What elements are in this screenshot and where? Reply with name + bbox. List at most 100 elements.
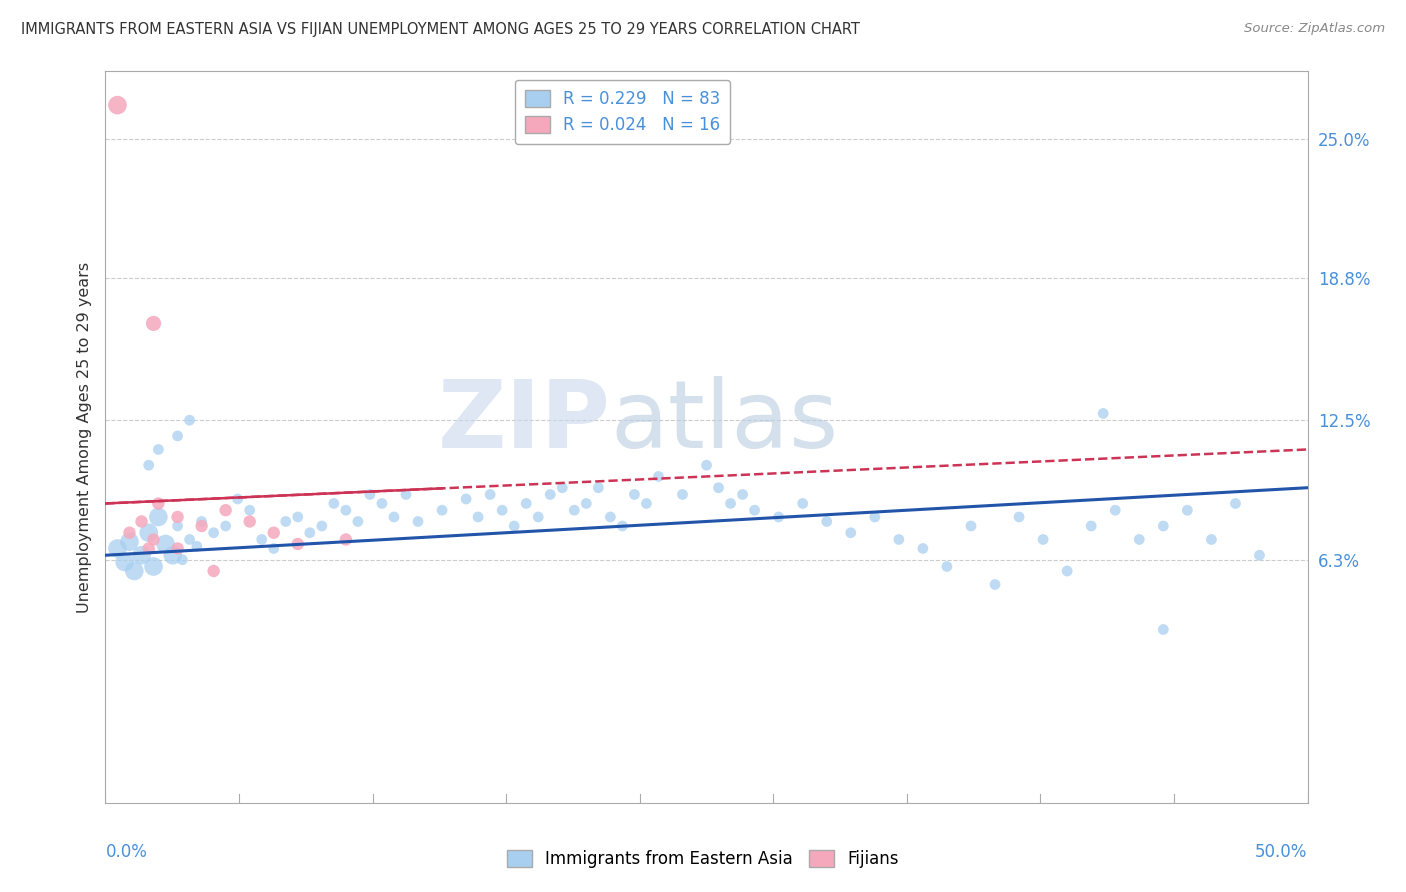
Point — [186, 539, 208, 553]
Point — [467, 510, 489, 524]
Point — [1080, 519, 1102, 533]
Point — [166, 510, 188, 524]
Point — [936, 559, 959, 574]
Point — [107, 541, 129, 556]
Point — [298, 525, 321, 540]
Point — [107, 98, 129, 112]
Point — [287, 537, 309, 551]
Point — [696, 458, 718, 473]
Point — [707, 481, 730, 495]
Point — [647, 469, 669, 483]
Point — [1177, 503, 1199, 517]
Point — [1008, 510, 1031, 524]
Point — [720, 496, 742, 510]
Point — [538, 487, 561, 501]
Point — [274, 515, 297, 529]
Point — [287, 510, 309, 524]
Point — [456, 491, 478, 506]
Text: 50.0%: 50.0% — [1256, 843, 1308, 861]
Point — [1104, 503, 1126, 517]
Point — [382, 510, 405, 524]
Point — [239, 515, 262, 529]
Point — [515, 496, 537, 510]
Point — [131, 515, 153, 529]
Point — [984, 577, 1007, 591]
Text: ZIP: ZIP — [437, 376, 610, 468]
Point — [162, 548, 184, 562]
Point — [612, 519, 634, 533]
Point — [166, 519, 188, 533]
Point — [138, 525, 160, 540]
Point — [142, 559, 165, 574]
Point — [202, 564, 225, 578]
Point — [263, 525, 285, 540]
Point — [792, 496, 814, 510]
Point — [887, 533, 910, 547]
Point — [1092, 407, 1115, 421]
Point — [768, 510, 790, 524]
Point — [503, 519, 526, 533]
Point — [142, 533, 165, 547]
Point — [863, 510, 886, 524]
Point — [562, 503, 585, 517]
Point — [430, 503, 453, 517]
Point — [155, 537, 177, 551]
Point — [551, 481, 574, 495]
Point — [148, 510, 170, 524]
Point — [527, 510, 550, 524]
Point — [148, 496, 170, 510]
Legend: R = 0.229   N = 83, R = 0.024   N = 16: R = 0.229 N = 83, R = 0.024 N = 16 — [515, 79, 730, 145]
Point — [1249, 548, 1271, 562]
Point — [744, 503, 766, 517]
Point — [1201, 533, 1223, 547]
Point — [479, 487, 502, 501]
Point — [623, 487, 645, 501]
Y-axis label: Unemployment Among Ages 25 to 29 years: Unemployment Among Ages 25 to 29 years — [76, 261, 91, 613]
Point — [371, 496, 394, 510]
Text: IMMIGRANTS FROM EASTERN ASIA VS FIJIAN UNEMPLOYMENT AMONG AGES 25 TO 29 YEARS CO: IMMIGRANTS FROM EASTERN ASIA VS FIJIAN U… — [21, 22, 860, 37]
Point — [395, 487, 418, 501]
Point — [138, 541, 160, 556]
Point — [322, 496, 344, 510]
Point — [131, 548, 153, 562]
Point — [214, 503, 236, 517]
Point — [491, 503, 513, 517]
Point — [599, 510, 621, 524]
Point — [263, 541, 285, 556]
Text: 0.0%: 0.0% — [105, 843, 148, 861]
Point — [1032, 533, 1054, 547]
Point — [636, 496, 658, 510]
Point — [839, 525, 862, 540]
Point — [142, 317, 165, 331]
Point — [1056, 564, 1078, 578]
Point — [202, 525, 225, 540]
Point — [190, 515, 212, 529]
Point — [1225, 496, 1247, 510]
Point — [226, 491, 249, 506]
Point — [1152, 519, 1174, 533]
Text: atlas: atlas — [610, 376, 838, 468]
Point — [118, 534, 141, 549]
Text: Source: ZipAtlas.com: Source: ZipAtlas.com — [1244, 22, 1385, 36]
Point — [815, 515, 838, 529]
Point — [588, 481, 610, 495]
Point — [347, 515, 370, 529]
Point — [239, 503, 262, 517]
Point — [335, 503, 357, 517]
Point — [960, 519, 983, 533]
Point — [179, 413, 201, 427]
Point — [166, 541, 188, 556]
Point — [406, 515, 429, 529]
Point — [1152, 623, 1174, 637]
Point — [1128, 533, 1150, 547]
Point — [138, 458, 160, 473]
Point — [335, 533, 357, 547]
Point — [671, 487, 693, 501]
Point — [124, 564, 146, 578]
Point — [190, 519, 212, 533]
Point — [731, 487, 754, 501]
Point — [214, 519, 236, 533]
Point — [359, 487, 381, 501]
Point — [172, 553, 194, 567]
Point — [250, 533, 273, 547]
